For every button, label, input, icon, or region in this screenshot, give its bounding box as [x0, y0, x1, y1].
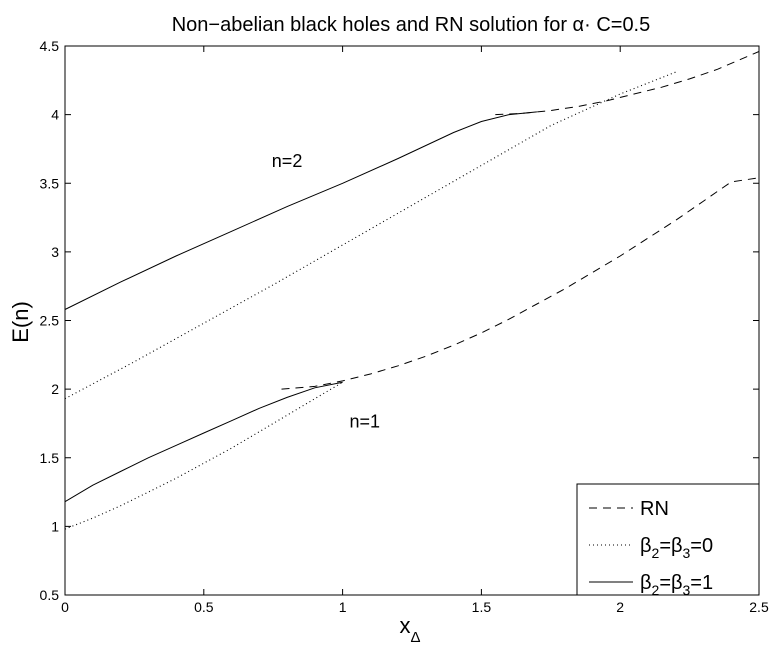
x-axis-label-sub: Δ [410, 629, 420, 646]
legend-box [576, 483, 760, 596]
y-tick-label: 1 [51, 518, 59, 534]
series-line-rn-n2 [495, 51, 760, 116]
y-tick-label: 0.5 [40, 587, 60, 603]
series-line-b1-n1 [64, 381, 343, 503]
legend-entry-label: β2=β3=1 [640, 572, 713, 598]
y-tick-label: 2.5 [40, 313, 60, 329]
y-tick-label: 3.5 [40, 175, 60, 191]
y-axis-label: E(n) [8, 301, 33, 343]
y-tick-label: 2 [51, 381, 59, 397]
series-line-rn-n1 [281, 177, 760, 390]
y-tick-label: 1.5 [40, 450, 60, 466]
y-tick-label: 4.5 [40, 38, 60, 54]
legend: RN β2=β3=0 β2=β3=1 [576, 483, 760, 598]
x-tick-label: 2 [616, 599, 624, 615]
legend-entry-label: RN [640, 498, 669, 520]
x-axis-label: xΔ [399, 613, 420, 646]
annotation-label: n=1 [350, 412, 381, 432]
x-tick-label: 2.5 [749, 599, 769, 615]
x-tick-label: 0 [61, 599, 69, 615]
y-tick-label: 3 [51, 244, 59, 260]
x-tick-label: 1.5 [472, 599, 492, 615]
series-line-b1-n2 [64, 111, 537, 310]
chart-title: Non−abelian black holes and RN solution … [172, 14, 651, 36]
annotation-label: n=2 [272, 151, 303, 171]
series-line-b0-n1 [64, 381, 343, 530]
x-tick-label: 1 [339, 599, 347, 615]
y-tick-label: 4 [51, 107, 59, 123]
legend-entry-label: β2=β3=0 [640, 535, 713, 561]
x-tick-label: 0.5 [194, 599, 214, 615]
